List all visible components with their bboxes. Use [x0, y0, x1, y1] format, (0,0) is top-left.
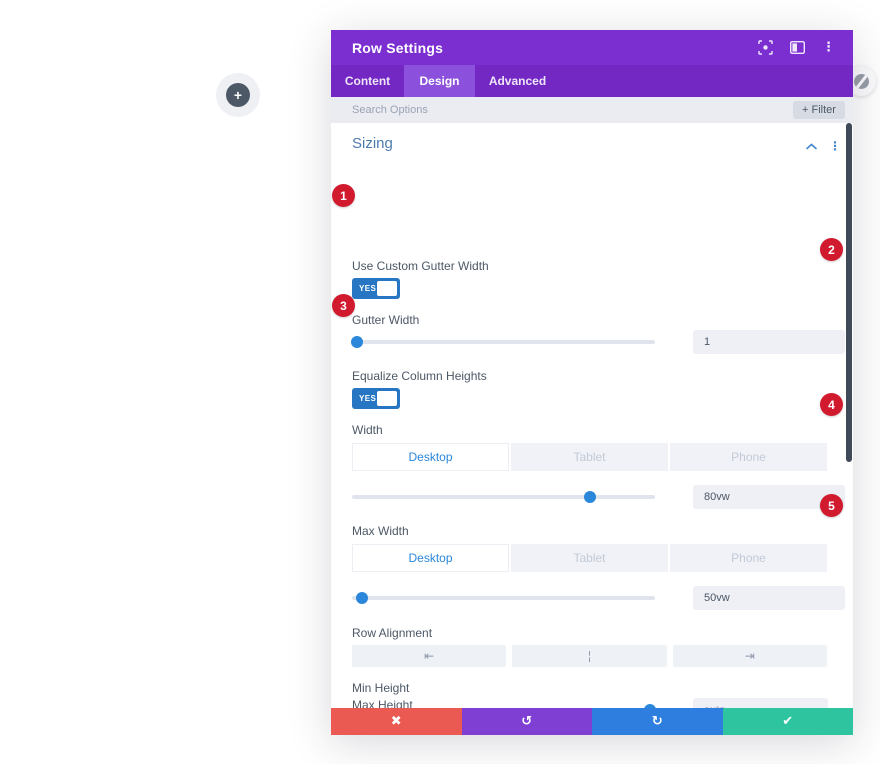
min-height-slider-knob[interactable] [644, 704, 657, 708]
cancel-button[interactable]: ✖ [331, 708, 462, 735]
redo-icon: ↻ [651, 714, 663, 729]
row-settings-modal: Row Settings [331, 30, 853, 735]
align-right-button[interactable]: ⇥ [672, 645, 827, 667]
width-value-input[interactable]: 80vw [693, 485, 845, 509]
search-options-bar: Search Options + Filter [331, 97, 853, 123]
toggle-yes-label: YES [359, 284, 377, 293]
width-slider[interactable] [352, 491, 655, 503]
max-width-tab-tablet[interactable]: Tablet [511, 544, 668, 572]
undo-icon: ↺ [521, 714, 533, 729]
modal-scrollbar[interactable] [846, 123, 852, 462]
check-icon: ✔ [782, 714, 794, 729]
add-row-button[interactable]: + [226, 83, 250, 107]
sizing-section-title[interactable]: Sizing [352, 135, 393, 152]
width-slider-knob[interactable] [583, 491, 596, 503]
width-device-tabs: Desktop Tablet Phone [352, 443, 827, 471]
settings-content: Sizing ⋮ Use Custom Gutter Width YES Gut… [331, 123, 853, 708]
use-custom-gutter-width-toggle[interactable]: YES [352, 278, 400, 299]
filter-button[interactable]: + Filter [793, 101, 845, 119]
annotation-badge-2: 2 [820, 238, 843, 261]
width-tab-desktop[interactable]: Desktop [352, 443, 509, 471]
annotation-badge-5: 5 [820, 494, 843, 517]
tab-design[interactable]: Design [404, 65, 475, 97]
gutter-width-slider[interactable] [350, 336, 655, 348]
sizing-section-icons: ⋮ [806, 137, 841, 155]
save-button[interactable]: ✔ [722, 708, 853, 735]
row-alignment-buttons: ⇤ ¦ ⇥ [352, 645, 827, 667]
width-tab-tablet[interactable]: Tablet [511, 443, 668, 471]
redo-button[interactable]: ↻ [592, 708, 723, 735]
gutter-width-slider-knob[interactable] [350, 336, 363, 348]
gutter-width-label: Gutter Width [352, 313, 420, 327]
annotation-badge-1: 1 [332, 184, 355, 207]
undo-button[interactable]: ↺ [461, 708, 592, 735]
max-width-device-tabs: Desktop Tablet Phone [352, 544, 827, 572]
max-width-label: Max Width [352, 524, 409, 538]
row-alignment-label: Row Alignment [352, 626, 433, 640]
max-width-slider[interactable] [352, 592, 655, 604]
min-height-value-input[interactable]: auto [693, 698, 828, 708]
chevron-up-icon[interactable] [806, 137, 817, 155]
sizing-kebab-menu-icon[interactable]: ⋮ [829, 139, 841, 153]
add-button-halo: + [216, 73, 260, 117]
modal-title: Row Settings [352, 39, 444, 56]
max-width-value-input[interactable]: 50vw [693, 586, 845, 610]
width-label: Width [352, 423, 383, 437]
tab-content[interactable]: Content [344, 74, 391, 88]
close-icon: ✖ [390, 714, 402, 729]
max-width-tab-phone[interactable]: Phone [670, 544, 827, 572]
toggle-knob [377, 391, 397, 406]
modal-footer: ✖ ↺ ↻ ✔ [331, 708, 853, 735]
align-center-button[interactable]: ¦ [512, 645, 667, 667]
plus-icon: + [233, 87, 243, 103]
width-tab-phone[interactable]: Phone [670, 443, 827, 471]
max-width-tab-desktop[interactable]: Desktop [352, 544, 509, 572]
min-height-label: Min Height [352, 681, 410, 695]
kebab-menu-icon[interactable]: ⋮ [822, 40, 835, 55]
max-width-slider-knob[interactable] [355, 592, 368, 604]
viewfinder-icon[interactable] [758, 40, 773, 55]
header-icons: ⋮ [758, 40, 835, 55]
use-custom-gutter-width-label: Use Custom Gutter Width [352, 259, 489, 273]
equalize-column-heights-toggle[interactable]: YES [352, 388, 400, 409]
globe-icon [853, 73, 869, 89]
align-right-icon: ⇥ [744, 649, 755, 663]
align-left-icon: ⇤ [424, 649, 435, 663]
split-panel-icon[interactable] [790, 40, 805, 55]
modal-header: Row Settings [331, 30, 853, 65]
settings-tabbar: Content Design Advanced [331, 65, 853, 97]
annotation-badge-4: 4 [820, 393, 843, 416]
equalize-column-heights-label: Equalize Column Heights [352, 369, 487, 383]
toggle-yes-label: YES [359, 394, 377, 403]
search-input[interactable]: Search Options [352, 104, 428, 116]
gutter-width-value-input[interactable]: 1 [693, 330, 845, 354]
annotation-badge-3: 3 [332, 294, 355, 317]
align-center-icon: ¦ [587, 649, 592, 663]
align-left-button[interactable]: ⇤ [352, 645, 507, 667]
tab-advanced[interactable]: Advanced [488, 74, 547, 88]
toggle-knob [377, 281, 397, 296]
